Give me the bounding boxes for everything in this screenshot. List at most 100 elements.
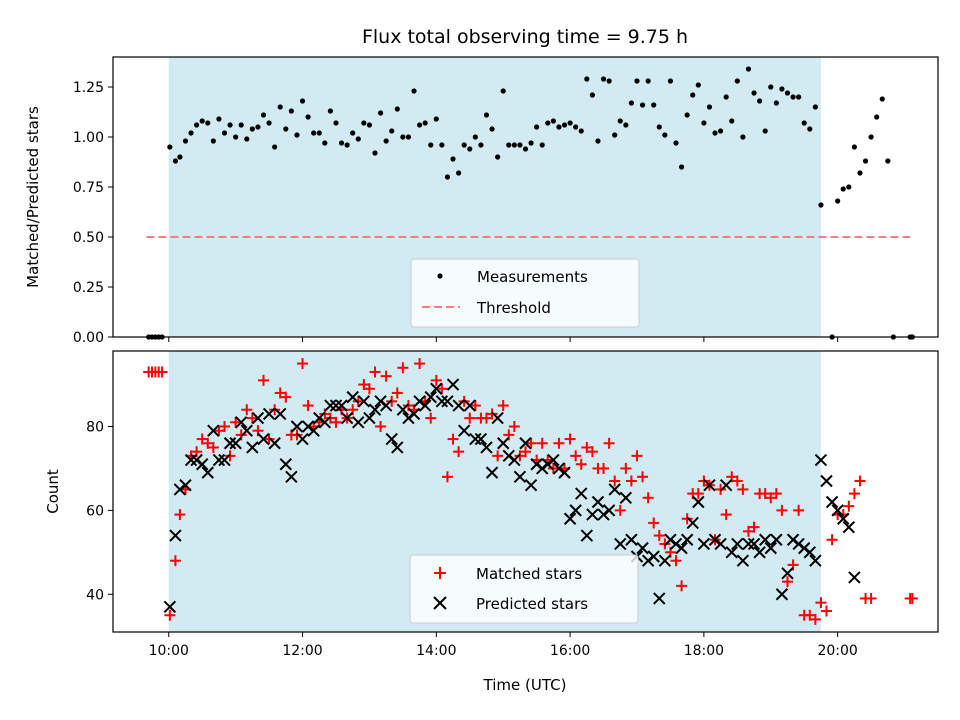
predicted-star-point [340,411,354,425]
matched-star-point [553,437,565,449]
matched-star-point [241,404,253,416]
y-ticks: 40 60 80 [86,419,113,603]
predicted-star-point [207,424,220,437]
matched-star-point [497,400,509,412]
measurement-point [600,76,607,82]
predicted-star-point [463,399,476,412]
predicted-star-point [848,571,861,584]
predicted-star-point [731,537,744,551]
matched-star-point [653,530,665,542]
measurement-point [405,134,412,140]
predicted-star-point [469,432,482,446]
measurement-point [372,150,378,156]
measurement-point [456,170,462,176]
measurement-point [634,78,640,84]
measurement-point [751,90,757,96]
matched-star-point [464,412,476,424]
measurement-point [556,124,562,130]
matched-star-point [380,370,392,382]
measurement-point [299,98,306,104]
measurement-point [500,88,506,94]
y-tick-label: 0.00 [73,330,104,346]
measurement-point [506,142,512,148]
matched-star-point [397,362,409,374]
matched-star-point [169,555,181,567]
matched-star-point [469,400,481,412]
measurement-point [333,120,339,126]
y-tick-label: 1.25 [73,80,104,96]
measurement-point [255,124,261,130]
predicted-star-point [195,458,209,471]
measurement-point [233,134,239,140]
matched-star-point [369,366,381,378]
measurement-point [177,154,183,160]
matched-star-point [230,416,242,428]
x-tick-label: 20:00 [817,643,857,659]
predicted-star-point [491,411,504,425]
measurement-point [433,116,439,122]
measurement-point [745,66,752,72]
measurement-point [444,174,451,180]
measurement-point [807,126,813,132]
matched-star-point [302,400,314,412]
predicted-star-point [496,437,510,450]
predicted-star-point [385,432,398,446]
measurement-point [623,122,629,128]
predicted-star-point [697,537,711,551]
measurement-point [812,104,818,110]
predicted-star-point [452,399,465,412]
predicted-star-point [257,432,270,446]
matched-star-point [848,488,860,500]
measurement-point [238,122,244,128]
matched-star-point [164,609,176,621]
measurement-point [695,82,701,88]
measurement-point [545,120,551,126]
measurement-point [790,94,796,100]
measurement-point [172,158,179,164]
predicted-star-point [169,529,182,542]
matched-star-point [492,450,504,462]
predicted-star-point [825,495,839,509]
matched-star-point [765,492,777,504]
measurement-point [617,118,623,124]
predicted-star-point [285,470,298,484]
predicted-star-point [563,512,577,525]
predicted-star-point [424,390,437,404]
measurement-point [606,78,612,84]
matched-star-point [742,525,754,537]
measurement-point [773,100,779,106]
measurement-point [534,124,540,130]
measurement-point [199,118,205,124]
measurement-point [249,126,255,132]
predicted-star-point [290,420,304,433]
measurement-point [846,184,852,190]
predicted-star-point [725,546,738,559]
ratio-panel: 0.00 0.25 0.50 0.75 1.00 1.25 Matched/Predict… [24,56,939,346]
predicted-star-point [842,520,856,534]
legend: Matched stars Predicted stars [409,554,639,624]
measurement-point [862,158,869,164]
predicted-star-point [614,537,627,551]
measurement-point [389,128,395,134]
predicted-star-point [714,537,727,551]
measurement-point [327,108,333,114]
predicted-star-point [262,407,276,421]
matched-star-point [586,446,598,458]
predicted-star-point [692,495,705,509]
measurement-point [712,130,718,136]
measurement-point [355,136,361,142]
measurement-point [511,142,517,148]
y-tick-label: 0.75 [73,180,104,196]
predicted-star-point [831,504,844,517]
predicted-star-point [775,588,789,601]
predicted-star-point [357,395,371,408]
measurement-point [656,124,662,130]
matched-star-point [258,374,270,386]
measurement-point [283,126,289,132]
predicted-star-point [636,541,649,555]
predicted-star-point [218,453,231,467]
predicted-star-point [274,407,287,421]
predicted-star-point [446,378,460,391]
legend-frame [410,258,640,328]
x-tick-label: 16:00 [550,643,590,659]
